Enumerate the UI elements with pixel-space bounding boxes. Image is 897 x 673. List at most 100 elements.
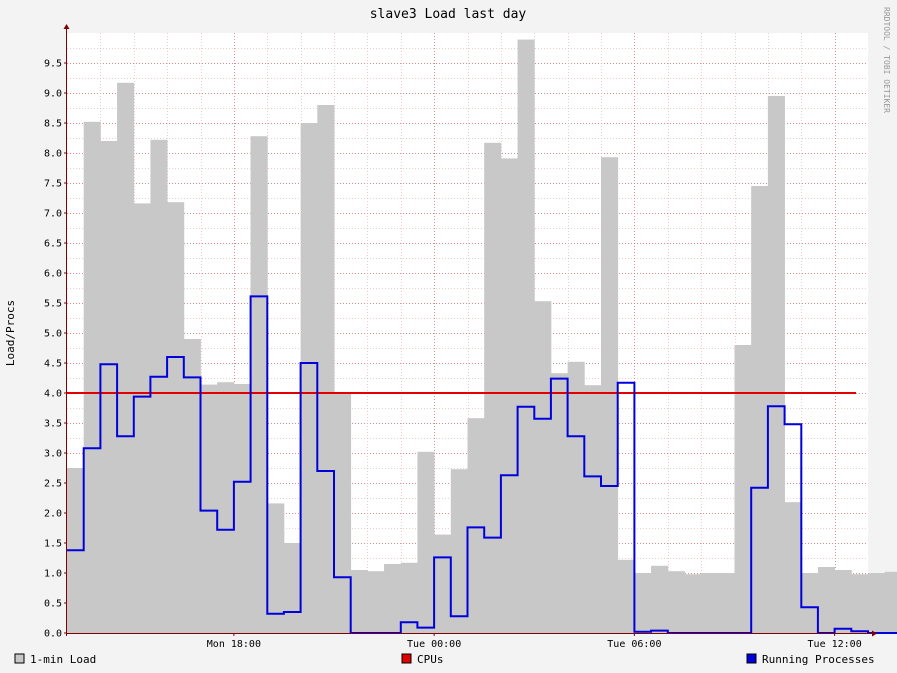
load-bar bbox=[742, 345, 752, 633]
y-tick-label: 6.0 bbox=[44, 269, 62, 280]
y-tick-label: 5.5 bbox=[44, 299, 62, 310]
load-bar bbox=[442, 534, 452, 633]
load-bar bbox=[776, 96, 785, 633]
load-bar bbox=[751, 186, 760, 633]
load-bar bbox=[884, 571, 894, 633]
legend-swatch-cpus bbox=[401, 653, 412, 664]
load-bar bbox=[659, 565, 669, 633]
load-bar bbox=[283, 543, 293, 633]
y-axis-arrow bbox=[63, 24, 70, 29]
load-bar bbox=[676, 571, 685, 633]
load-bar bbox=[642, 573, 652, 633]
load-bar bbox=[826, 567, 836, 633]
load-bar bbox=[876, 573, 886, 633]
x-tick-label: Mon 18:00 bbox=[207, 639, 261, 650]
running-processes-series bbox=[67, 295, 897, 634]
y-axis-label: Load/Procs bbox=[4, 300, 17, 366]
load-bar bbox=[258, 136, 268, 633]
x-tick-label: Tue 06:00 bbox=[607, 639, 661, 650]
rrdtool-watermark: RRDTOOL / TOBI OETIKER bbox=[882, 7, 891, 113]
y-tick-label: 8.0 bbox=[44, 149, 62, 160]
load-bar bbox=[601, 157, 610, 633]
load-bar bbox=[208, 384, 218, 633]
load-bar bbox=[417, 451, 427, 633]
load-bar bbox=[325, 105, 335, 633]
y-tick-label: 1.0 bbox=[44, 569, 62, 580]
load-bar bbox=[400, 562, 410, 633]
load-bar bbox=[83, 121, 93, 634]
load-bar bbox=[359, 570, 368, 633]
load-bar bbox=[183, 339, 193, 633]
load-bar bbox=[434, 534, 443, 633]
legend-label-running-processes: Running Processes bbox=[762, 653, 875, 666]
load-bar bbox=[525, 39, 535, 634]
x-tick-label: Tue 12:00 bbox=[808, 639, 862, 650]
load-bar bbox=[717, 573, 727, 633]
load-bar bbox=[492, 142, 502, 634]
load-bar bbox=[175, 202, 185, 633]
load-bar bbox=[308, 123, 318, 633]
load-bar bbox=[617, 559, 627, 633]
chart-title: slave3 Load last day bbox=[370, 7, 527, 22]
load-bar bbox=[334, 393, 343, 633]
load-bar bbox=[792, 502, 802, 633]
load-bar bbox=[609, 157, 619, 633]
y-tick-label: 7.5 bbox=[44, 179, 62, 190]
load-bar bbox=[92, 121, 101, 634]
load-bar bbox=[142, 203, 151, 633]
y-tick-label: 9.0 bbox=[44, 89, 62, 100]
load-bar bbox=[158, 139, 168, 634]
load-bar bbox=[117, 82, 126, 634]
y-tick-label: 7.0 bbox=[44, 209, 62, 220]
load-bar bbox=[801, 573, 810, 633]
load-bar bbox=[392, 564, 402, 633]
load-bar bbox=[767, 96, 777, 633]
y-tick-label: 2.0 bbox=[44, 509, 62, 520]
x-tick-label: Tue 00:00 bbox=[407, 639, 461, 650]
load-bar bbox=[567, 361, 577, 633]
load-bar bbox=[834, 570, 844, 633]
load-bar bbox=[842, 570, 852, 633]
x-axis-arrow bbox=[872, 630, 877, 637]
y-tick-label: 9.5 bbox=[44, 59, 62, 70]
load-bar bbox=[367, 571, 377, 633]
load-bar bbox=[559, 373, 569, 633]
load-bar bbox=[709, 573, 719, 633]
y-tick-label: 3.0 bbox=[44, 449, 62, 460]
legend-swatch-running-processes bbox=[746, 653, 757, 664]
load-bar bbox=[350, 570, 360, 633]
load-bar bbox=[851, 574, 861, 633]
load-bar bbox=[667, 571, 677, 633]
load-bar bbox=[467, 418, 477, 633]
load-bar bbox=[893, 571, 897, 633]
load-bar bbox=[200, 384, 210, 633]
load-bar bbox=[550, 373, 560, 633]
y-tick-labels: 0.0 0.5 1.0 1.5 2.0 2.5 3.0 3.5 4.0 4.5 5.0 5.5 6.0 6… bbox=[44, 59, 67, 640]
load-bar bbox=[100, 141, 110, 633]
load-bar bbox=[500, 158, 510, 633]
load-bar bbox=[459, 469, 468, 633]
load-bar bbox=[375, 571, 385, 633]
load-bar bbox=[592, 385, 602, 633]
load-bar bbox=[475, 418, 485, 633]
load-bar bbox=[517, 39, 527, 634]
legend: 1-min Load CPUs Running Processes bbox=[14, 653, 875, 666]
load-bar bbox=[759, 186, 769, 633]
load-bar bbox=[534, 301, 543, 633]
y-tick-label: 3.5 bbox=[44, 419, 62, 430]
load-bar bbox=[167, 202, 176, 633]
legend-label-cpus: CPUs bbox=[417, 653, 444, 666]
y-tick-label: 1.5 bbox=[44, 539, 62, 550]
load-bar bbox=[575, 361, 585, 633]
load-bar bbox=[217, 382, 226, 633]
load-bar bbox=[192, 339, 201, 633]
load-bar bbox=[484, 142, 493, 634]
load-bar bbox=[868, 573, 877, 633]
load-bar bbox=[225, 382, 235, 633]
load-bar bbox=[292, 543, 302, 633]
load-bar bbox=[584, 385, 594, 633]
legend-swatch-load bbox=[14, 653, 25, 664]
load-bar bbox=[684, 574, 694, 633]
load-bar bbox=[734, 345, 744, 633]
